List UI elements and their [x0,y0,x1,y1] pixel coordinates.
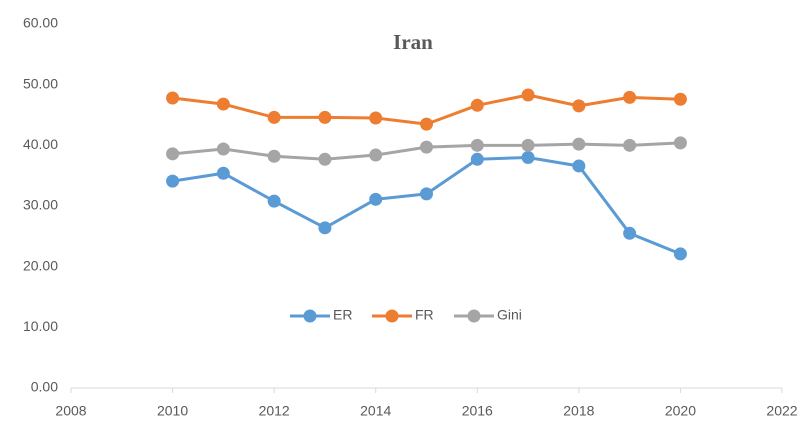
point [572,159,585,172]
point [420,141,433,154]
point [572,138,585,151]
legend-label: ER [333,307,352,323]
point [318,153,331,166]
y-tick-label: 40.00 [23,136,58,152]
y-tick-label: 20.00 [23,257,58,273]
chart: Iran 0.00 10.00 20.00 30.00 40.00 50.00 60.00 2… [0,0,809,422]
x-tick-label: 2014 [360,403,391,419]
y-tick-label: 0.00 [31,379,58,395]
point [318,111,331,124]
point [268,195,281,208]
point [369,112,382,125]
point [572,99,585,112]
y-tick-label: 50.00 [23,75,58,91]
point [471,153,484,166]
point [166,92,179,105]
y-tick-label: 10.00 [23,318,58,334]
point [623,227,636,240]
x-tick-label: 2018 [563,403,594,419]
point [217,167,230,180]
chart-title: Iran [393,30,433,54]
x-tick-label: 2010 [157,403,188,419]
point [318,221,331,234]
point [369,149,382,162]
point [268,111,281,124]
point [623,139,636,152]
point [674,247,687,260]
point [369,193,382,206]
point [420,187,433,200]
point [166,175,179,188]
legend-marker [468,310,481,323]
series-line [173,157,681,253]
point [471,139,484,152]
point [166,147,179,160]
point [522,139,535,152]
point [623,91,636,104]
point [268,150,281,163]
x-tick-label: 2012 [259,403,290,419]
legend-marker [386,310,399,323]
x-tick-label: 2020 [665,403,696,419]
y-tick-label: 60.00 [23,15,58,31]
point [522,151,535,164]
point [674,93,687,106]
point [471,99,484,112]
x-tick-label: 2022 [766,403,797,419]
x-tick-label: 2008 [55,403,86,419]
legend-label: FR [415,307,434,323]
point [217,98,230,111]
point [420,118,433,131]
x-tick-label: 2016 [462,403,493,419]
legend-marker [304,310,317,323]
point [522,88,535,101]
point [674,136,687,149]
legend-label: Gini [497,307,522,323]
page: Iran 0.00 10.00 20.00 30.00 40.00 50.00 60.00 2… [0,0,809,422]
y-tick-label: 30.00 [23,197,58,213]
point [217,142,230,155]
